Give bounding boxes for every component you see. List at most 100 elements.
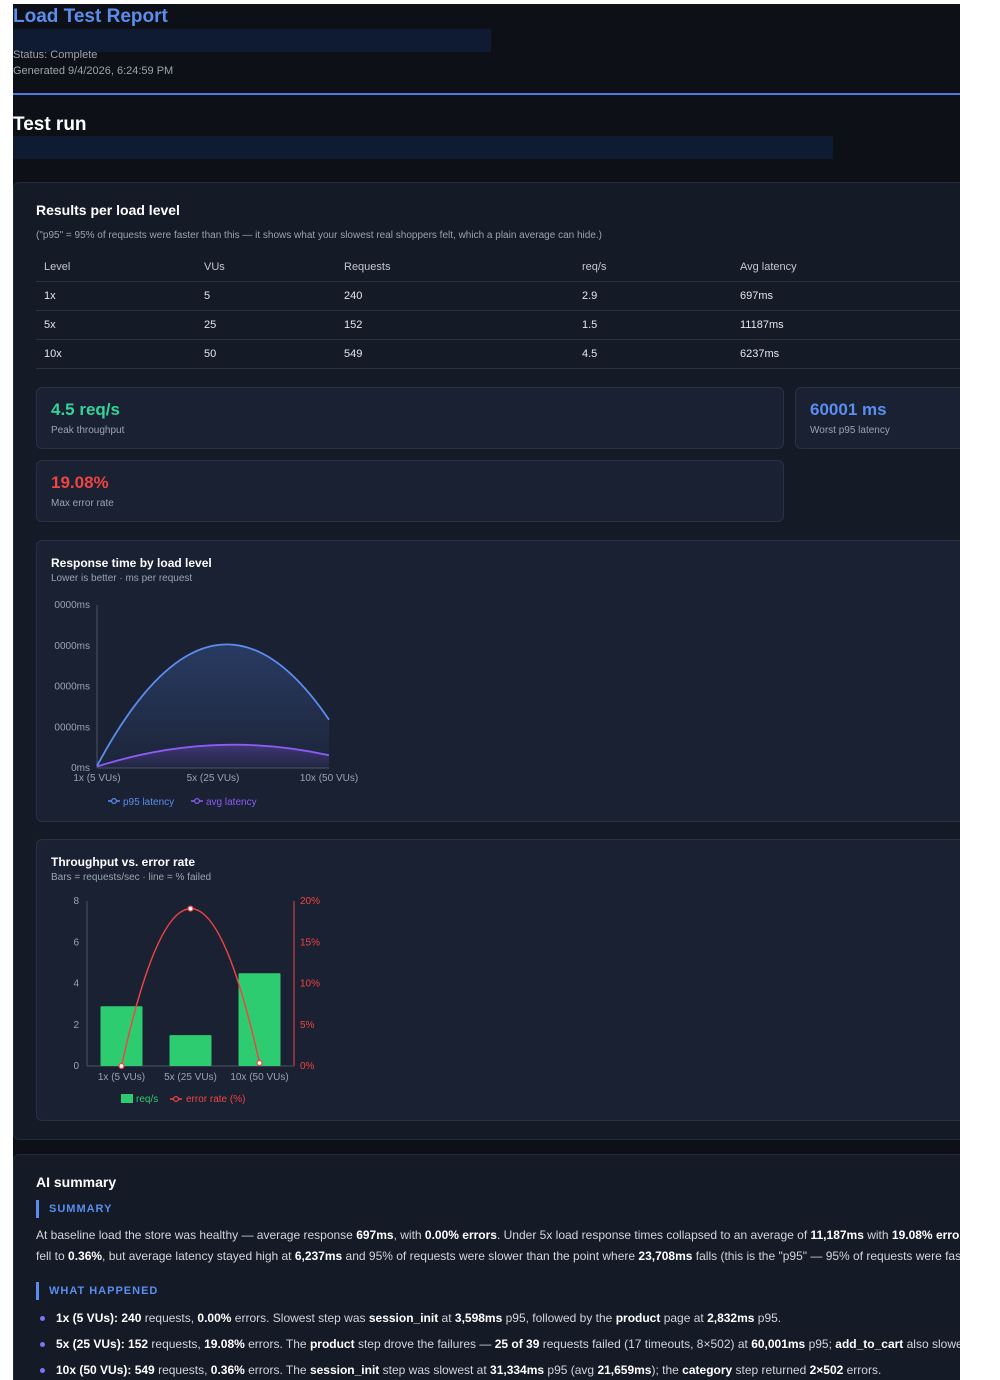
cell-requests: 240: [336, 281, 574, 311]
cell-avg-latency: 6237ms: [732, 339, 960, 369]
legend-label: p95 latency: [123, 797, 174, 808]
table-header-row: Level VUs Requests req/s Avg latency: [36, 253, 960, 282]
emphasis: 19.08%: [204, 1337, 245, 1351]
emphasis: 0.36%: [68, 1249, 103, 1263]
error-rate-point: [187, 905, 194, 912]
y-tick-label: 4: [73, 979, 79, 990]
y2-tick-label: 15%: [300, 937, 320, 948]
bar-reqs: [238, 973, 281, 1066]
test-run-heading: Test run: [13, 114, 87, 135]
cell-avg-latency: 697ms: [732, 281, 960, 311]
cell-requests: 152: [336, 310, 574, 340]
stat-value: 60001 ms: [810, 400, 887, 419]
list-item: 5x (25 VUs): 152 requests, 19.08% errors…: [40, 1337, 960, 1351]
emphasis: session_init: [368, 1311, 439, 1325]
cell-level: 5x: [36, 310, 196, 340]
bar-reqs: [100, 1006, 143, 1066]
cell-vus: 25: [196, 310, 336, 340]
y-tick-label: 2: [73, 1020, 79, 1031]
table-row: 1x 5 240 2.9 697ms: [36, 281, 960, 311]
bullet-text: 5x (25 VUs): 152 requests, 19.08% errors…: [56, 1337, 960, 1351]
generated-timestamp: Generated 9/4/2026, 6:24:59 PM: [13, 65, 174, 77]
emphasis: add_to_cart: [835, 1337, 904, 1351]
col-header-level: Level: [36, 253, 196, 282]
emphasis: 10x (50 VUs): 549: [56, 1363, 155, 1377]
chart-legend: req/s error rate (%): [121, 1094, 245, 1105]
stat-value: 4.5 req/s: [51, 400, 120, 419]
error-rate-point: [118, 1062, 125, 1070]
header-divider: [13, 93, 960, 95]
y2-tick-label: 0%: [300, 1061, 315, 1072]
stat-label: Peak throughput: [51, 425, 125, 436]
legend-marker-error: [173, 1096, 180, 1103]
x-tick-label: 1x (5 VUs): [73, 773, 120, 784]
what-happened-heading: WHAT HAPPENED: [36, 1282, 158, 1300]
chart-legend: p95 latency avg latency: [108, 797, 257, 808]
emphasis: 2×502: [809, 1363, 844, 1377]
avg-area: [97, 744, 329, 768]
emphasis: 6,237ms: [294, 1249, 343, 1263]
emphasis: session_init: [309, 1363, 380, 1377]
page-title: Load Test Report: [13, 6, 168, 27]
y-tick-label: 0000ms: [54, 641, 90, 652]
y-tick-label: 0000ms: [54, 600, 90, 611]
p95-note: ("p95" = 95% of requests were faster tha…: [36, 230, 603, 241]
emphasis: 31,334ms: [490, 1363, 545, 1377]
title-underlay-bar: [13, 29, 491, 52]
emphasis: product: [309, 1337, 355, 1351]
x-tick-label: 1x (5 VUs): [98, 1072, 145, 1083]
emphasis: 697ms: [356, 1228, 394, 1242]
emphasis: 23,708ms: [638, 1249, 693, 1263]
cell-vus: 5: [196, 281, 336, 311]
results-table: Level VUs Requests req/s Avg latency 1x …: [36, 253, 960, 369]
y-tick-label: 8: [73, 896, 79, 907]
bullet-text: 10x (50 VUs): 549 requests, 0.36% errors…: [56, 1363, 882, 1377]
col-header-requests: Requests: [336, 253, 574, 282]
legend-label: avg latency: [206, 797, 257, 808]
emphasis: 11,187ms: [810, 1228, 864, 1242]
p95-area: [97, 644, 329, 768]
col-header-vus: VUs: [196, 253, 336, 282]
list-item: 1x (5 VUs): 240 requests, 0.00% errors. …: [40, 1311, 781, 1325]
x-tick-label: 10x (50 VUs): [230, 1072, 288, 1083]
emphasis: product: [615, 1311, 661, 1325]
y-tick-label: 0000ms: [54, 682, 90, 693]
stat-card-peak-throughput: 4.5 req/s Peak throughput: [36, 387, 784, 449]
cell-reqs: 1.5: [574, 310, 732, 340]
bullet-text: 1x (5 VUs): 240 requests, 0.00% errors. …: [56, 1311, 782, 1325]
emphasis: 2,832ms: [707, 1311, 755, 1325]
bullet-dot: [40, 1316, 45, 1321]
emphasis: 0.00% errors: [424, 1228, 497, 1242]
chart-title: Response time by load level: [51, 556, 212, 570]
y-tick-label: 0000ms: [54, 722, 90, 733]
cell-level: 10x: [36, 339, 196, 369]
ai-summary-panel: AI summary SUMMARY At baseline load the …: [13, 1154, 960, 1380]
y2-tick-label: 20%: [300, 896, 320, 907]
col-header-reqs: req/s: [574, 253, 732, 282]
emphasis: 25 of 39: [494, 1337, 540, 1351]
results-panel: Results per load level ("p95" = 95% of r…: [13, 182, 960, 1140]
bar-reqs: [169, 1035, 212, 1066]
legend-marker-avg: [194, 798, 201, 805]
results-title: Results per load level: [36, 202, 180, 218]
y-tick-label: 6: [73, 937, 79, 948]
cell-requests: 549: [336, 339, 574, 369]
emphasis: 0.00%: [197, 1311, 232, 1325]
emphasis: 19.08% errors: [891, 1228, 960, 1242]
list-item: 10x (50 VUs): 549 requests, 0.36% errors…: [40, 1363, 881, 1377]
legend-label: error rate (%): [186, 1094, 245, 1105]
table-row: 10x 50 549 4.5 6237ms: [36, 339, 960, 369]
emphasis: category: [682, 1363, 733, 1377]
stat-label: Worst p95 latency: [810, 425, 890, 436]
p95-series-line: [96, 643, 330, 767]
cell-vus: 50: [196, 339, 336, 369]
avg-series-line: [96, 743, 330, 768]
y-tick-label: 0ms: [71, 763, 90, 774]
x-tick-label: 5x (25 VUs): [164, 1072, 217, 1083]
stat-value: 19.08%: [51, 473, 109, 492]
summary-paragraph: At baseline load the store was healthy —…: [36, 1225, 960, 1267]
bullet-dot: [40, 1368, 45, 1373]
emphasis: 0.36%: [210, 1363, 245, 1377]
test-run-underlay-bar: [13, 136, 833, 159]
chart-subtitle: Lower is better · ms per request: [51, 573, 193, 584]
